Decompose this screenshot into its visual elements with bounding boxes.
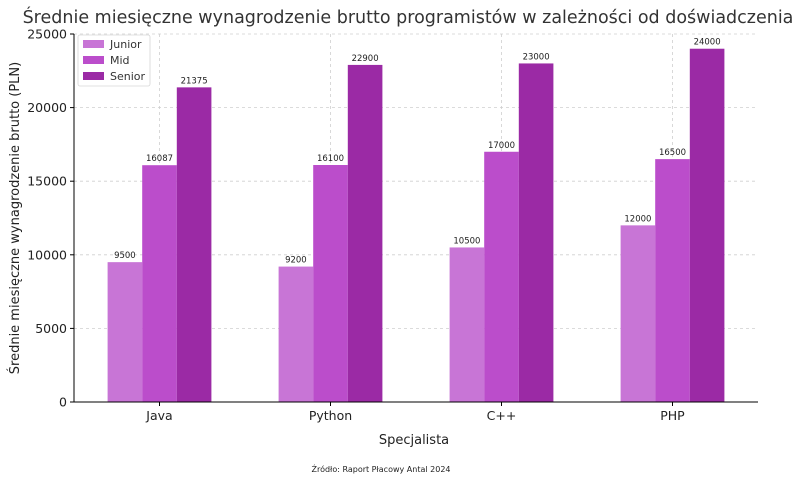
bar (313, 165, 348, 402)
bar-value-label: 16100 (317, 154, 344, 164)
source-note: Źródło: Raport Płacowy Antal 2024 (311, 463, 450, 474)
y-axis-label: Średnie miesięczne wynagrodzenie brutto … (7, 62, 23, 374)
bar-value-label: 12000 (624, 214, 651, 224)
legend: Junior Mid Senior (77, 34, 151, 87)
bar-labels-layer: 9500 16087 21375 9200 16100 22900 10500 17000 23… (114, 38, 721, 266)
bar-value-label: 21375 (181, 76, 208, 86)
bar (142, 165, 177, 402)
legend-swatch (83, 40, 104, 48)
y-tick-label: 25000 (27, 27, 67, 42)
legend-swatch (83, 72, 104, 80)
bar-value-label: 22900 (352, 54, 379, 64)
legend-label: Senior (110, 70, 146, 83)
chart-title: Średnie miesięczne wynagrodzenie brutto … (23, 6, 794, 28)
x-tick-label: C++ (487, 408, 517, 423)
bar (689, 48, 725, 402)
y-tick-label: 15000 (27, 174, 67, 189)
legend-label: Junior (109, 38, 142, 51)
x-tick-label: Java (145, 408, 172, 423)
y-ticks: 0 5000 10000 15000 20000 25000 (27, 27, 74, 410)
bar-value-label: 10500 (453, 236, 480, 246)
x-tick-label: Python (309, 408, 352, 423)
bar (484, 151, 519, 402)
bar (107, 262, 143, 402)
bar (518, 63, 554, 402)
x-tick-label: PHP (660, 408, 685, 423)
bars-layer (107, 48, 725, 403)
x-axis-label: Specjalista (379, 433, 449, 448)
bar-value-label: 16500 (659, 148, 686, 158)
bar (347, 64, 383, 403)
bar-value-label: 17000 (488, 141, 515, 151)
bar-value-label: 9500 (114, 251, 136, 261)
bar (449, 247, 485, 402)
y-tick-label: 5000 (35, 321, 67, 336)
bar-value-label: 24000 (694, 38, 721, 48)
legend-swatch (83, 56, 104, 64)
bar-value-label: 23000 (523, 52, 550, 62)
bar-value-label: 16087 (146, 154, 173, 164)
y-tick-label: 10000 (27, 247, 67, 262)
y-tick-label: 0 (59, 395, 67, 410)
bar (176, 87, 212, 403)
bar (655, 159, 690, 402)
bar (278, 266, 314, 402)
bar-value-label: 9200 (285, 256, 307, 266)
x-ticks: Java Python C++ PHP (145, 402, 685, 423)
legend-label: Mid (110, 54, 130, 67)
bar (620, 225, 656, 402)
y-tick-label: 20000 (27, 100, 67, 115)
